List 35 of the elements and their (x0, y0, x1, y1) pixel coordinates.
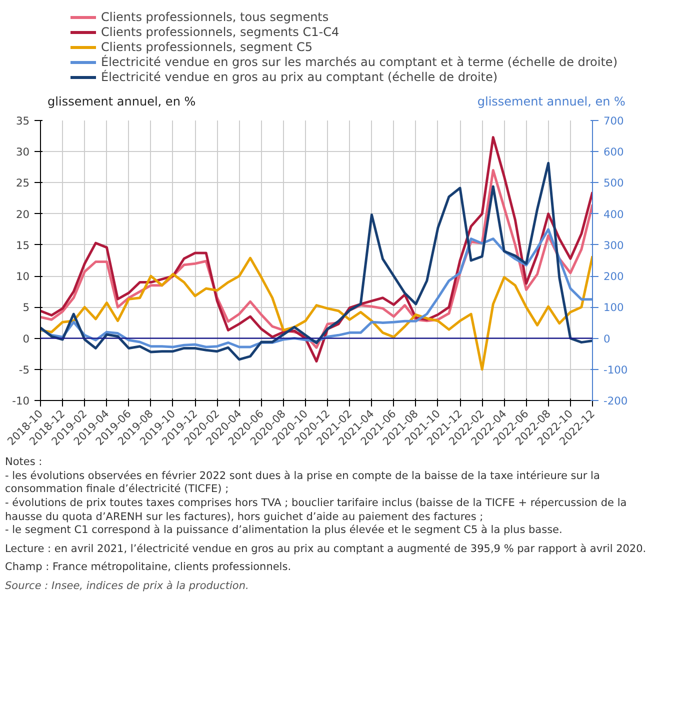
y2-tick-label: 300 (604, 238, 624, 252)
y-tick-label: 30 (16, 146, 30, 159)
text: - le segment C1 correspond à la puissance d’alimentation la plus élevée et le segment C5 à la plus basse. (5, 524, 564, 538)
y-tick-label: 10 (16, 270, 30, 284)
y2-tick-label: -100 (604, 363, 628, 376)
y-tick-label: 5 (22, 301, 30, 314)
y-tick-label: -10 (12, 394, 30, 408)
legend-label: Clients professionnels, segment C5 (101, 40, 312, 54)
legend-label: Clients professionnels, segments C1-C4 (101, 25, 340, 39)
y2-tick-label: 0 (604, 332, 610, 346)
legend-label: Électricité vendue en gros sur les marchés au comptant et à terme (échelle de droite) (101, 55, 618, 69)
y2-tick-label: 700 (604, 114, 624, 128)
line-series (40, 254, 592, 371)
y-tick-label: 35 (16, 114, 30, 128)
y-tick-label: 15 (16, 238, 30, 252)
text: - les évolutions observées en février 2022 sont dues à la prise en compte de la baisse de la taxe intérieure sur la consommation finale d’électricité (TICFE) ; (5, 470, 601, 497)
text: Notes : (5, 456, 44, 470)
legend-label: Électricité vendue en gros au prix au comptant (échelle de droite) (101, 70, 498, 84)
y2-tick-label: -200 (604, 394, 628, 408)
source-note: Source : Insee, indices de prix à la production. (5, 580, 250, 594)
text: Champ : France métropolitaine, clients professionnels. (5, 561, 292, 576)
y2-axis-title: glissement annuel, en % (477, 94, 626, 108)
legend-label: Clients professionnels, tous segments (101, 10, 329, 24)
y-axis-title: glissement annuel, en % (48, 94, 196, 108)
y2-tick-label: 400 (604, 208, 624, 221)
y-tick-label: 0 (22, 332, 30, 346)
y2-tick-label: 200 (604, 270, 624, 284)
y2-tick-label: 600 (604, 146, 624, 159)
y2-tick-label: 100 (604, 301, 624, 314)
y2-tick-label: 500 (604, 176, 624, 190)
y-tick-label: 20 (16, 208, 30, 221)
text: Lecture : en avril 2021, l’électricité vendue en gros au prix au comptant a augmenté de 395,9 % par rapport à avril 2020. (5, 542, 648, 556)
y-tick-label: 25 (16, 176, 30, 190)
text: - évolutions de prix toutes taxes comprises hors TVA ; bouclier tarifaire inclus (baisse de la TICFE + répercussion de la hausse du quota d’ARENH sur les factures), hors guichet d’aide au paiement des factures ; (5, 496, 628, 524)
y-tick-label: -5 (18, 363, 30, 376)
